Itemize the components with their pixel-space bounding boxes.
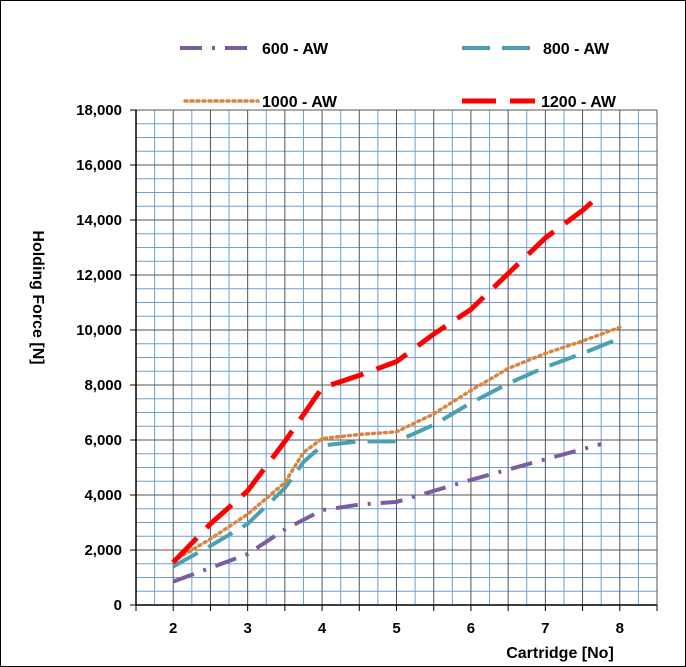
y-tick-label: 0 (114, 597, 122, 614)
y-tick-label: 10,000 (76, 322, 122, 339)
legend-label: 1200 - AW (541, 94, 617, 111)
y-tick-label: 8,000 (84, 377, 122, 394)
x-tick-label: 7 (541, 620, 549, 637)
legend-label: 600 - AW (262, 41, 329, 58)
y-tick-label: 14,000 (76, 212, 122, 229)
x-tick-label: 3 (243, 620, 251, 637)
tick-labels: 0 2,000 4,000 6,000 8,000 10,000 12,000 14,000 1… (76, 102, 624, 637)
x-tick-label: 8 (616, 620, 624, 637)
y-tick-label: 6,000 (84, 432, 122, 449)
x-axis-title: Cartridge [No] (506, 645, 614, 662)
series-line-800 (172, 336, 621, 569)
series-group (171, 192, 622, 584)
legend-label: 800 - AW (543, 41, 610, 58)
series-line-1200 (171, 192, 603, 565)
y-tick-label: 18,000 (76, 102, 122, 119)
x-tick-label: 2 (169, 620, 177, 637)
x-tick-label: 5 (392, 620, 400, 637)
y-tick-label: 4,000 (84, 487, 122, 504)
x-tick-label: 6 (467, 620, 475, 637)
axes (130, 109, 658, 611)
series-line-1000 (171, 325, 622, 563)
legend: 600 - AW 800 - AW 1000 - AW 1200 - AW (180, 41, 617, 111)
y-axis-title: Holding Force [N] (29, 230, 46, 364)
y-tick-label: 16,000 (76, 157, 122, 174)
y-tick-label: 2,000 (84, 542, 122, 559)
y-tick-label: 12,000 (76, 267, 122, 284)
x-tick-label: 4 (318, 620, 327, 637)
series-line-600 (172, 442, 602, 584)
legend-label: 1000 - AW (262, 94, 338, 111)
